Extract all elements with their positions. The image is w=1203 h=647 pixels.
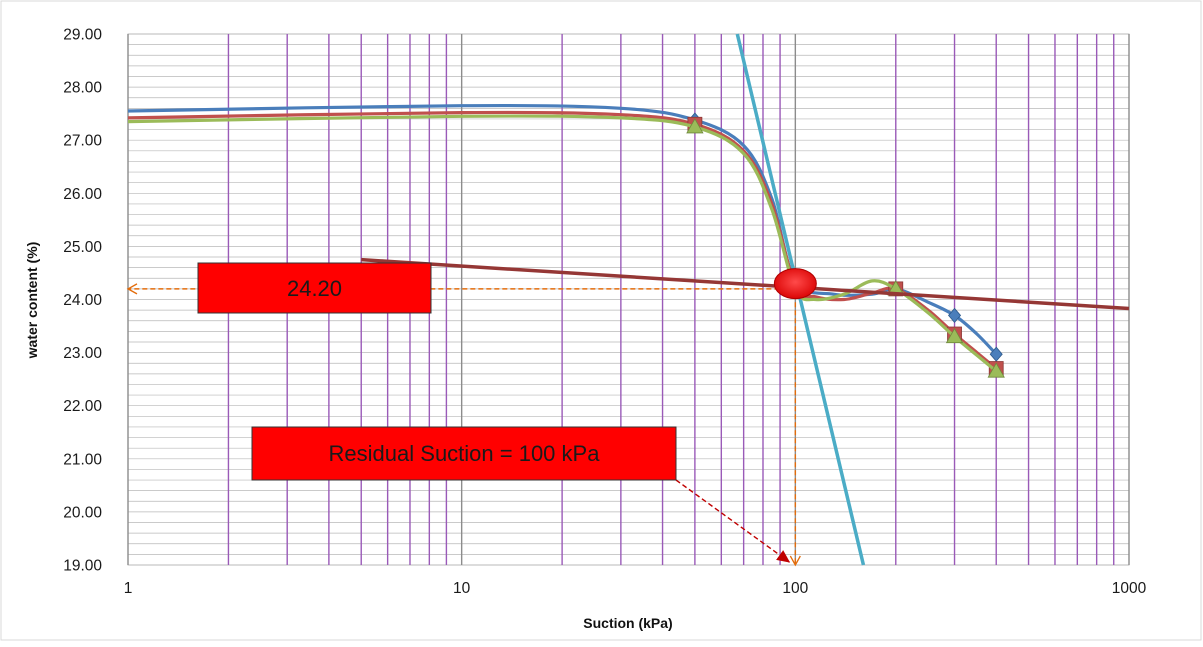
x-tick-label: 1 bbox=[124, 580, 133, 597]
residual-callout-text: Residual Suction = 100 kPa bbox=[329, 441, 601, 466]
x-tick-label: 10 bbox=[453, 580, 471, 597]
x-tick-label: 100 bbox=[782, 580, 808, 597]
y-axis-title: water content (%) bbox=[24, 242, 40, 360]
y-tick-label: 26.00 bbox=[63, 186, 102, 203]
y-tick-label: 21.00 bbox=[63, 451, 102, 468]
y-tick-label: 24.00 bbox=[63, 292, 102, 309]
y-tick-label: 27.00 bbox=[63, 133, 102, 150]
y-tick-label: 19.00 bbox=[63, 558, 102, 575]
y-tick-label: 25.00 bbox=[63, 239, 102, 256]
y-tick-label: 29.00 bbox=[63, 27, 102, 44]
y-tick-label: 23.00 bbox=[63, 345, 102, 362]
value-callout-text: 24.20 bbox=[287, 276, 342, 301]
y-tick-label: 22.00 bbox=[63, 398, 102, 415]
x-tick-label: 1000 bbox=[1112, 580, 1147, 597]
y-tick-label: 20.00 bbox=[63, 504, 102, 521]
x-axis-title: Suction (kPa) bbox=[583, 615, 672, 631]
intersection-marker bbox=[774, 269, 816, 299]
y-tick-label: 28.00 bbox=[63, 80, 102, 97]
